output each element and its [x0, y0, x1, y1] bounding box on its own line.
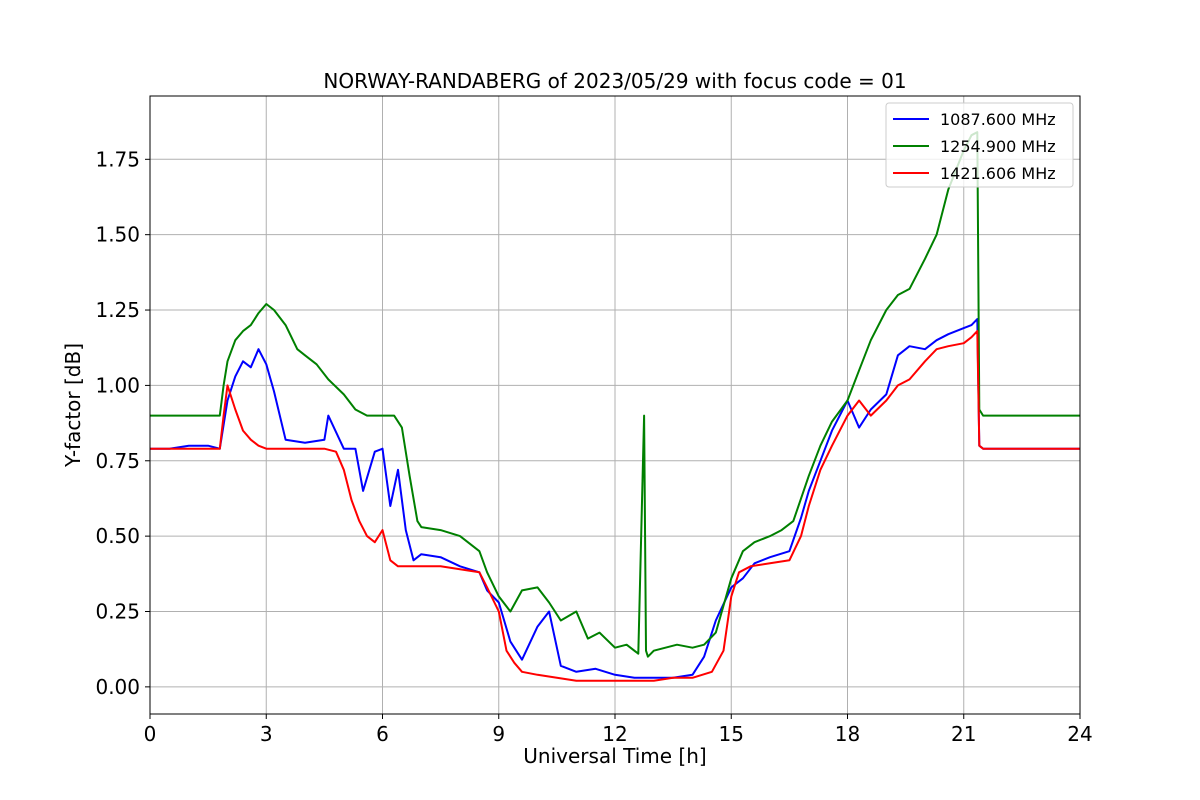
x-axis-label: Universal Time [h] [523, 744, 706, 768]
y-tick-label: 0.75 [95, 449, 140, 473]
y-axis-ticks: 0.00 0.25 0.50 0.75 1.00 1.25 1.50 1.75 [95, 147, 150, 699]
legend-label-1254-mhz: 1254.900 MHz [940, 137, 1056, 156]
x-tick-label: 0 [144, 722, 157, 746]
x-tick-label: 12 [602, 722, 627, 746]
series-lines [150, 131, 1080, 682]
legend: 1087.600 MHz 1254.900 MHz 1421.606 MHz [885, 102, 1074, 188]
y-tick-label: 0.50 [95, 524, 140, 548]
x-tick-label: 18 [835, 722, 860, 746]
y-tick-label: 1.75 [95, 147, 140, 171]
x-tick-label: 15 [719, 722, 744, 746]
series-line-1254-900-mhz [150, 131, 1080, 658]
x-tick-label: 9 [492, 722, 505, 746]
chart-title: NORWAY-RANDABERG of 2023/05/29 with focu… [323, 69, 906, 93]
x-tick-label: 6 [376, 722, 389, 746]
legend-label-1421-mhz: 1421.606 MHz [940, 164, 1056, 183]
y-axis-label: Y-factor [dB] [61, 343, 85, 468]
series-line-1421-606-mhz [150, 330, 1080, 682]
y-tick-label: 0.00 [95, 675, 140, 699]
y-tick-label: 1.00 [95, 373, 140, 397]
x-axis-ticks: 0 3 6 9 12 15 18 21 24 [144, 714, 1093, 746]
x-tick-label: 24 [1067, 722, 1092, 746]
y-tick-label: 0.25 [95, 600, 140, 624]
legend-box [885, 102, 1074, 188]
y-tick-label: 1.50 [95, 223, 140, 247]
series-line-1087-600-mhz [150, 318, 1080, 679]
y-tick-label: 1.25 [95, 298, 140, 322]
x-tick-label: 21 [951, 722, 976, 746]
x-tick-label: 3 [260, 722, 273, 746]
legend-label-1087-mhz: 1087.600 MHz [940, 110, 1056, 129]
